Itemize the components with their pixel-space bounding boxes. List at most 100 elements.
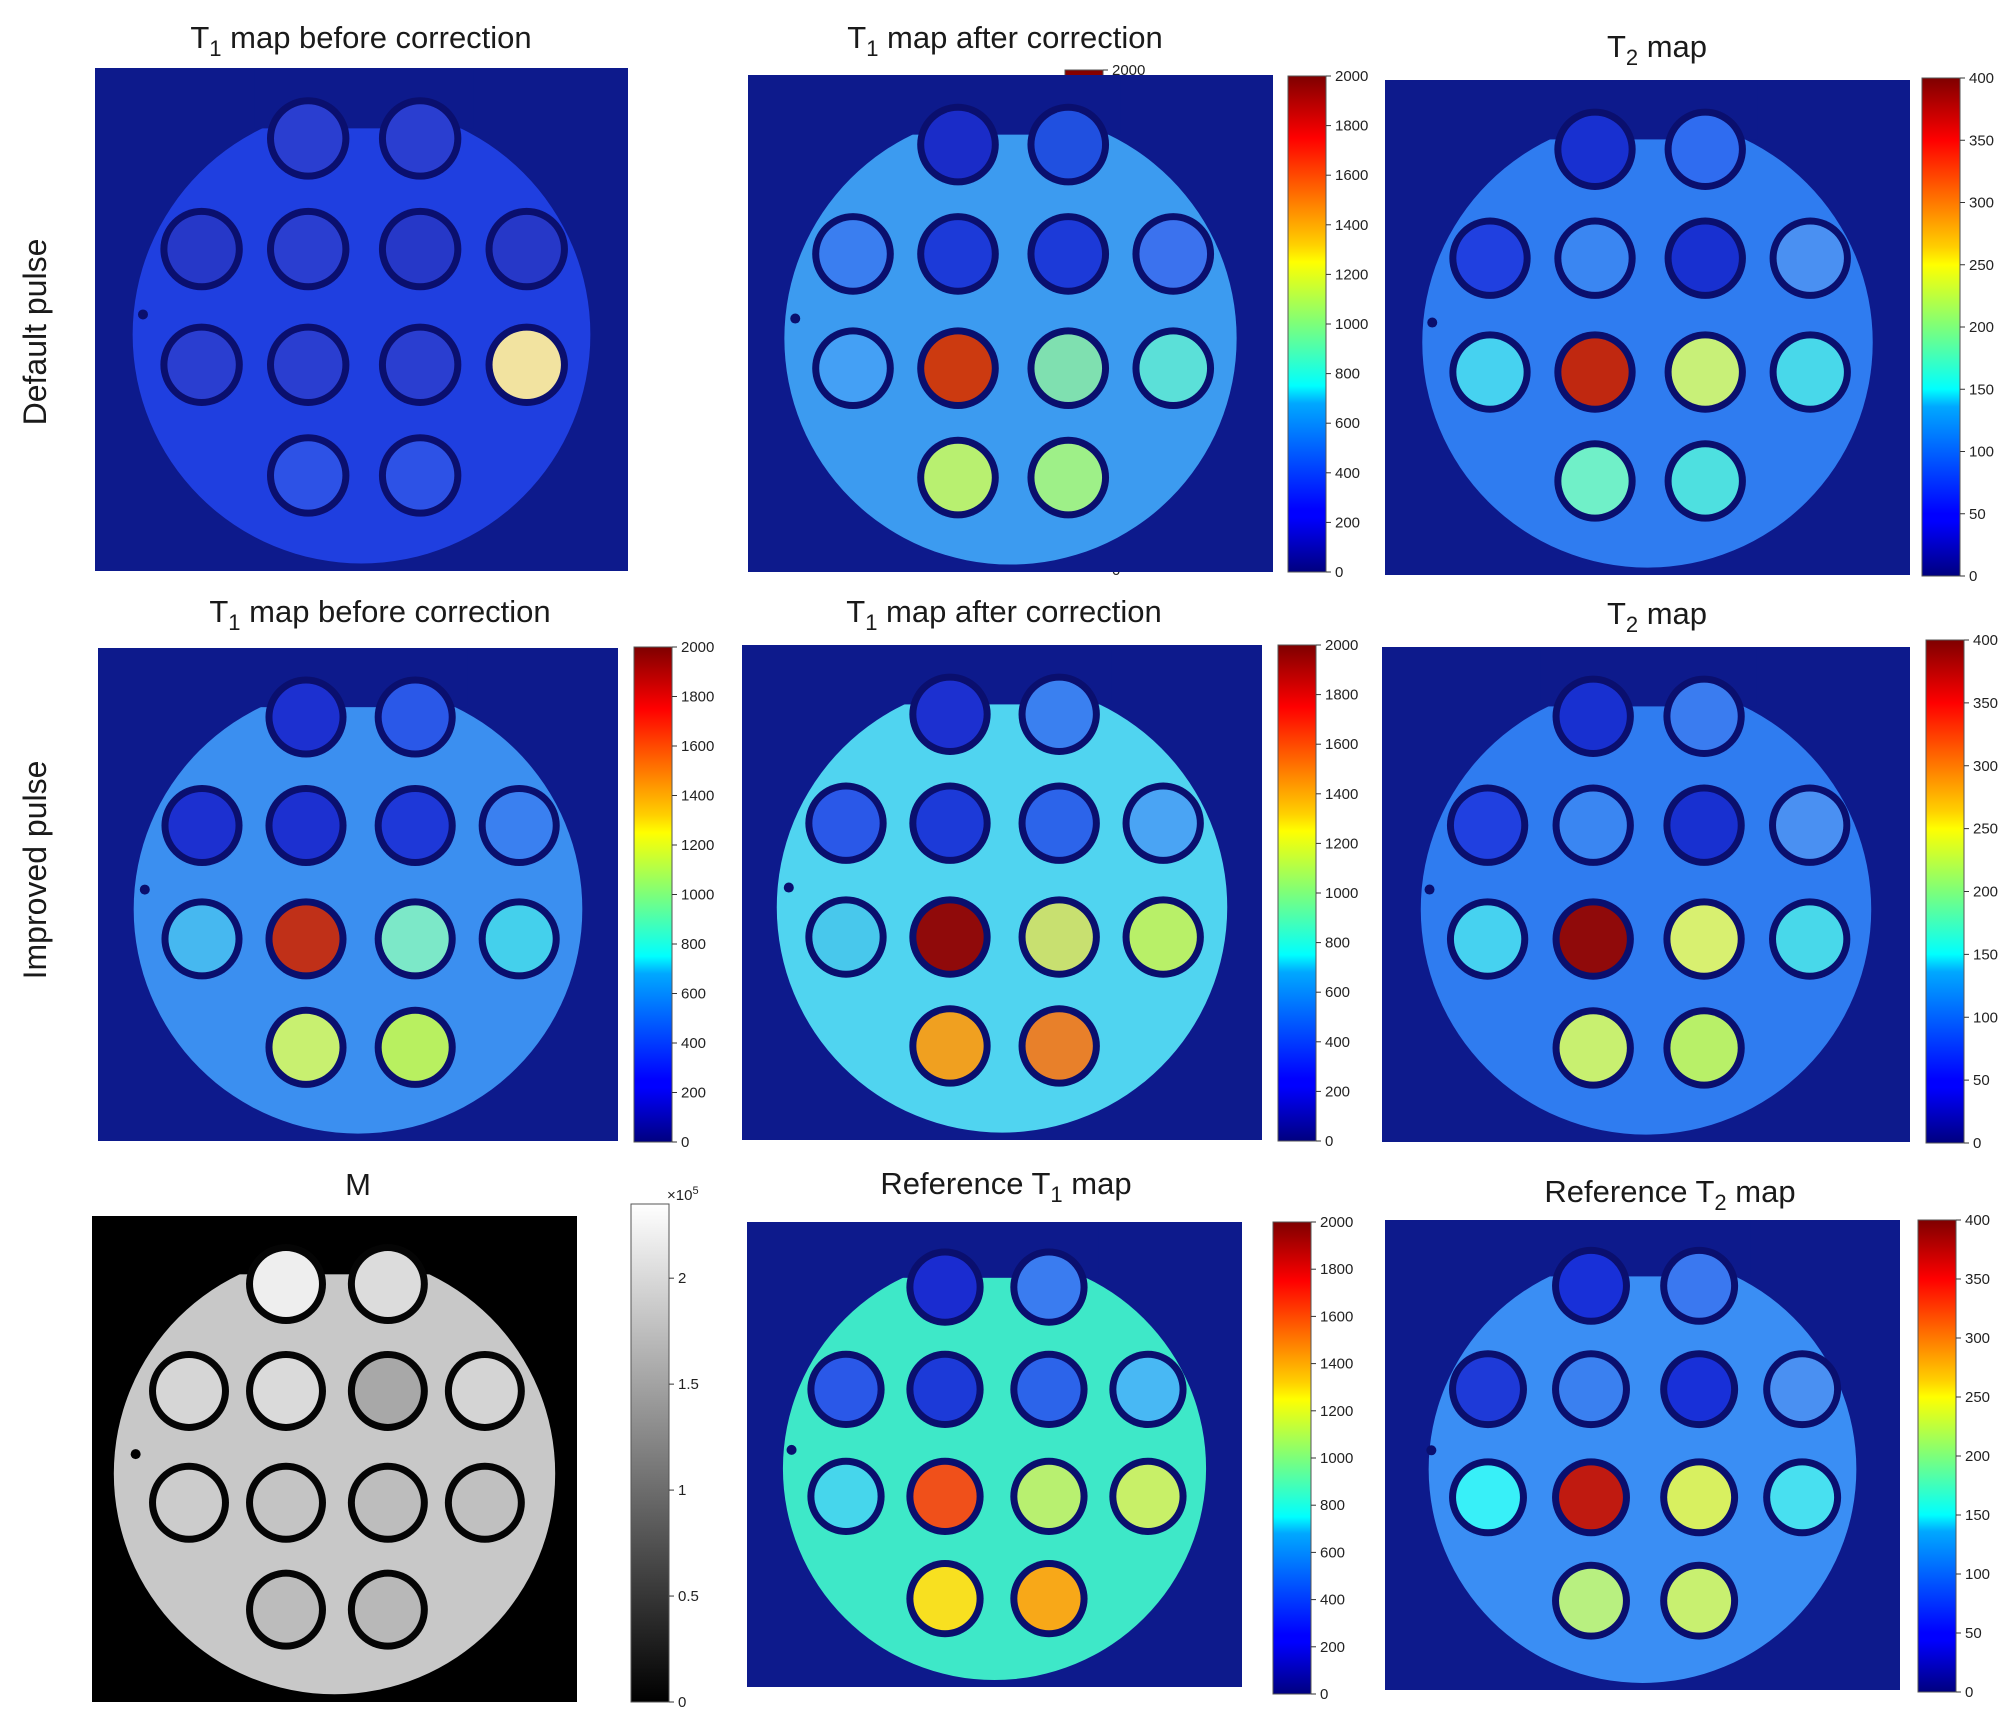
vial <box>385 441 455 510</box>
panel-title: Reference T2 map <box>1544 1174 1795 1215</box>
colorbar-tick-label: 200 <box>681 1085 706 1102</box>
vial <box>1667 1465 1732 1530</box>
colorbar-tick-label: 1600 <box>1325 736 1358 753</box>
panel-title-main: T <box>1607 29 1626 64</box>
colorbar-tick-label: 350 <box>1973 695 1998 712</box>
vial <box>1559 682 1627 750</box>
colorbar-tick-label: 200 <box>1335 514 1360 531</box>
colorbar-tick-label: 1600 <box>1335 167 1368 184</box>
vial <box>916 903 984 971</box>
row-label-improved-pulse: Improved pulse <box>17 761 53 980</box>
vial <box>1671 447 1739 515</box>
phantom-marker <box>130 1449 141 1460</box>
vial <box>1559 1465 1623 1530</box>
vial <box>1025 789 1093 857</box>
vial <box>819 220 887 288</box>
vial <box>1561 338 1629 406</box>
vial <box>253 1576 319 1643</box>
colorbar-tick-label: 400 <box>1965 1212 1990 1229</box>
colorbar-tick-label: 100 <box>1973 1009 1998 1026</box>
colorbar-tick-label: 400 <box>1973 632 1998 649</box>
vial <box>1671 224 1739 292</box>
colorbar-tick-label: 350 <box>1969 132 1994 149</box>
vial <box>485 791 553 860</box>
panel-title-main: T <box>847 20 866 55</box>
vial <box>1453 905 1522 973</box>
colorbar-tick-label: 100 <box>1969 444 1994 461</box>
phantom-disc <box>132 105 591 564</box>
vial <box>1456 1465 1520 1530</box>
colorbar-tick-label: 250 <box>1969 257 1994 274</box>
panel-title-main: Reference T <box>1544 1174 1714 1209</box>
vial <box>1017 1357 1081 1422</box>
colorbar-tick-label: 150 <box>1973 946 1998 963</box>
vial <box>253 1469 319 1536</box>
vial <box>1559 1357 1623 1422</box>
colorbar-tick-label: 2000 <box>1325 637 1358 654</box>
colorbar <box>1287 75 1327 573</box>
colorbar-tick-label: 1400 <box>1320 1356 1353 1373</box>
vial <box>1670 682 1738 750</box>
colorbar <box>633 646 673 1143</box>
vial <box>1025 680 1093 748</box>
vial <box>1671 115 1739 183</box>
vial <box>1129 903 1197 971</box>
vial <box>924 110 992 179</box>
vial <box>1561 224 1629 292</box>
colorbar-tick-label: 300 <box>1965 1330 1990 1347</box>
vial <box>451 1357 518 1424</box>
colorbar-tick-label: 1000 <box>681 887 714 904</box>
vial <box>156 1469 222 1536</box>
map-panel: Reference T2 map 0 50 100 150 200 250 300 350 400 <box>1385 1174 1990 1701</box>
vial <box>814 1464 878 1528</box>
map-panel: T1 map after correction 0 200 400 600 800 1000… <box>742 594 1358 1150</box>
vial <box>272 683 340 751</box>
colorbar-tick-label: 1400 <box>1325 786 1358 803</box>
vial <box>273 330 343 399</box>
colorbar-tick-label: 1200 <box>1325 835 1358 852</box>
vial <box>913 1464 977 1528</box>
colorbar-tick-label: 1200 <box>1335 266 1368 283</box>
vial <box>1770 1357 1835 1422</box>
vial <box>1559 1568 1623 1633</box>
panel-title-rest: map before correction <box>222 20 532 55</box>
phantom-marker <box>1427 317 1438 328</box>
vial <box>1559 905 1627 973</box>
panel-title-rest: map <box>1727 1174 1796 1209</box>
panel-title-rest: map before correction <box>241 594 551 629</box>
panel-title: M <box>345 1167 371 1202</box>
vial <box>156 1357 222 1424</box>
colorbar-tick-label: 600 <box>681 986 706 1003</box>
panel-title: T1 map before correction <box>209 594 550 635</box>
vial <box>354 1576 421 1643</box>
colorbar <box>630 1203 670 1703</box>
vial <box>1559 791 1627 859</box>
colorbar-tick-label: 1000 <box>1325 885 1358 902</box>
map-panel: M 0 0.5 1 1.5 2 ×105 <box>92 1167 699 1711</box>
vial <box>1139 334 1208 403</box>
colorbar-tick-label: 50 <box>1973 1072 1990 1089</box>
vial <box>1456 338 1524 406</box>
map-panel: T1 map after correction 0 200 400 600 800 1000… <box>748 20 1368 581</box>
colorbar-tick-label: 1600 <box>681 738 714 755</box>
vial <box>451 1469 518 1536</box>
colorbar-tick-label: 600 <box>1325 984 1350 1001</box>
colorbar-tick-label: 800 <box>1335 366 1360 383</box>
vial <box>1667 1253 1732 1318</box>
colorbar-tick-label: 1000 <box>1335 316 1368 333</box>
vial <box>167 214 236 284</box>
panel-title: T2 map <box>1607 596 1707 637</box>
colorbar-tick-label: 300 <box>1969 195 1994 212</box>
vial <box>924 220 992 288</box>
phantom-marker <box>790 313 801 324</box>
colorbar-tick-label: 2000 <box>1320 1214 1353 1231</box>
panel-title-main: T <box>190 20 209 55</box>
vial <box>1770 1465 1835 1530</box>
vial <box>1017 1464 1081 1528</box>
vial <box>253 1357 319 1424</box>
vial <box>1034 443 1103 512</box>
colorbar-tick-label: 1800 <box>1325 687 1358 704</box>
vial <box>385 330 455 399</box>
colorbar-tick-label: 350 <box>1965 1271 1990 1288</box>
vial <box>253 1251 319 1318</box>
